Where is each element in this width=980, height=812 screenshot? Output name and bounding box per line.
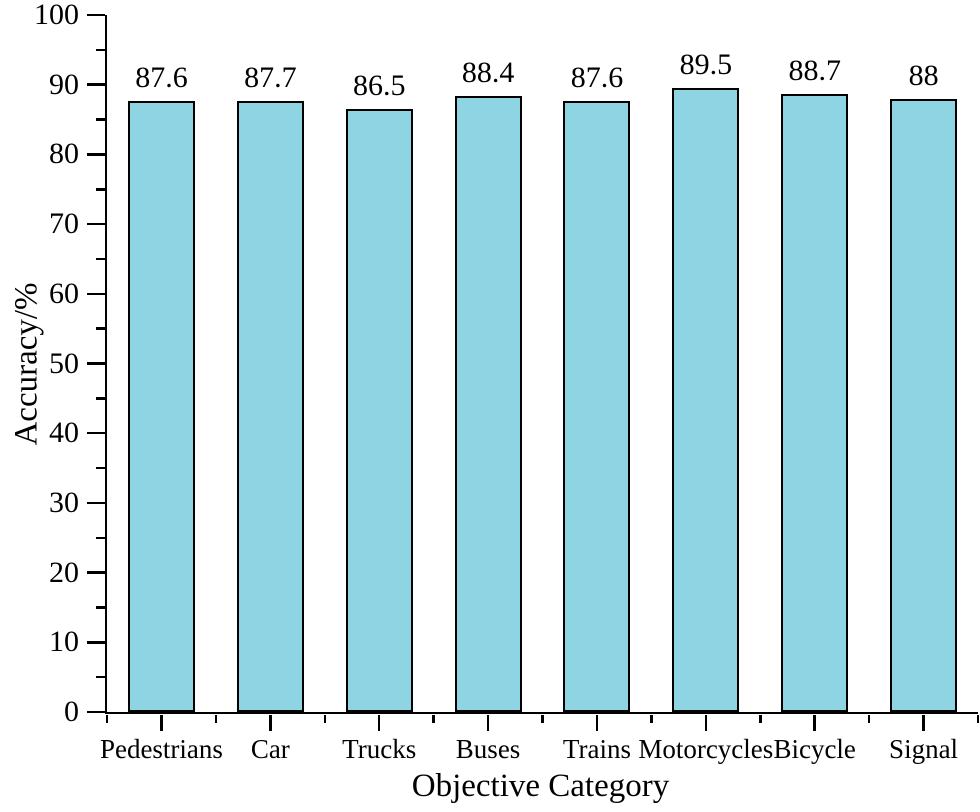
y-tick-label: 10 [49, 625, 79, 659]
x-major-tick [595, 714, 599, 731]
y-minor-tick [95, 466, 105, 470]
y-tick-label: 0 [64, 695, 79, 728]
y-minor-tick [95, 606, 105, 609]
bar [127, 101, 195, 712]
x-minor-tick [976, 714, 980, 723]
bar [454, 95, 522, 712]
y-major-tick [86, 13, 105, 17]
y-tick-label: 80 [49, 137, 79, 171]
y-major-tick [86, 710, 105, 714]
y-minor-tick [95, 397, 105, 400]
y-minor-tick [95, 536, 105, 539]
bar [672, 88, 740, 712]
y-tick-label: 90 [49, 67, 79, 101]
bar [781, 93, 849, 712]
x-major-tick [377, 714, 381, 731]
x-minor-tick [214, 714, 218, 723]
bar-value-label: 87.7 [244, 60, 297, 94]
x-category-label: Bicycle [773, 734, 856, 764]
x-minor-tick [323, 714, 326, 723]
x-category-label: Buses [455, 734, 521, 764]
y-minor-tick [95, 257, 105, 261]
bar [236, 100, 304, 712]
bar-value-label: 86.5 [352, 69, 406, 103]
x-major-tick [269, 714, 272, 731]
bar-value-label: 87.6 [135, 61, 188, 95]
x-major-tick [922, 714, 925, 731]
x-category-label: Signal [889, 734, 959, 764]
y-minor-tick [95, 188, 105, 191]
y-major-tick [86, 292, 105, 296]
y-major-tick [86, 501, 105, 505]
plot-area: 0 10 20 30 40 50 60 70 80 90 100 87.6 Pedestrians 87.… [34, 0, 980, 764]
bar [563, 101, 631, 712]
x-minor-tick [867, 714, 871, 723]
y-major-tick [86, 431, 105, 435]
x-category-label: Trucks [342, 734, 417, 764]
bar-value-label: 88.7 [788, 53, 841, 87]
x-minor-tick [432, 714, 435, 723]
x-major-tick [160, 714, 163, 731]
y-minor-tick [95, 118, 105, 121]
y-major-tick [86, 362, 105, 365]
y-tick-label: 40 [49, 416, 79, 450]
bar-value-label: 88 [908, 58, 939, 92]
x-minor-tick [650, 714, 653, 723]
y-tick-label: 100 [34, 0, 79, 31]
x-minor-tick [759, 714, 762, 723]
bar-value-label: 87.6 [570, 61, 624, 95]
x-axis-title: Objective Category [411, 768, 670, 804]
bar-value-label: 88.4 [461, 55, 515, 89]
y-tick-label: 60 [49, 276, 79, 310]
bar [890, 98, 958, 712]
y-tick-label: 20 [49, 555, 79, 589]
y-major-tick [86, 571, 105, 574]
x-category-label: Motorcycles [638, 734, 774, 764]
y-major-tick [86, 641, 105, 644]
y-minor-tick [95, 327, 105, 330]
bar-value-label: 89.5 [679, 48, 733, 82]
y-tick-label: 30 [49, 485, 79, 519]
x-major-tick [813, 714, 816, 731]
x-category-label: Trains [562, 734, 631, 764]
y-major-tick [86, 222, 105, 226]
y-minor-tick [95, 675, 105, 679]
x-minor-tick [105, 714, 109, 723]
y-tick-label: 70 [49, 207, 79, 241]
y-major-tick [86, 153, 105, 156]
x-major-tick [486, 714, 490, 731]
y-minor-tick [95, 48, 105, 52]
x-category-label: Pedestrians [99, 734, 223, 764]
y-tick-label: 50 [49, 346, 79, 380]
x-category-label: Car [250, 734, 290, 764]
x-major-tick [704, 714, 708, 731]
bar [345, 109, 413, 712]
x-minor-tick [541, 714, 544, 723]
y-major-tick [86, 83, 105, 86]
